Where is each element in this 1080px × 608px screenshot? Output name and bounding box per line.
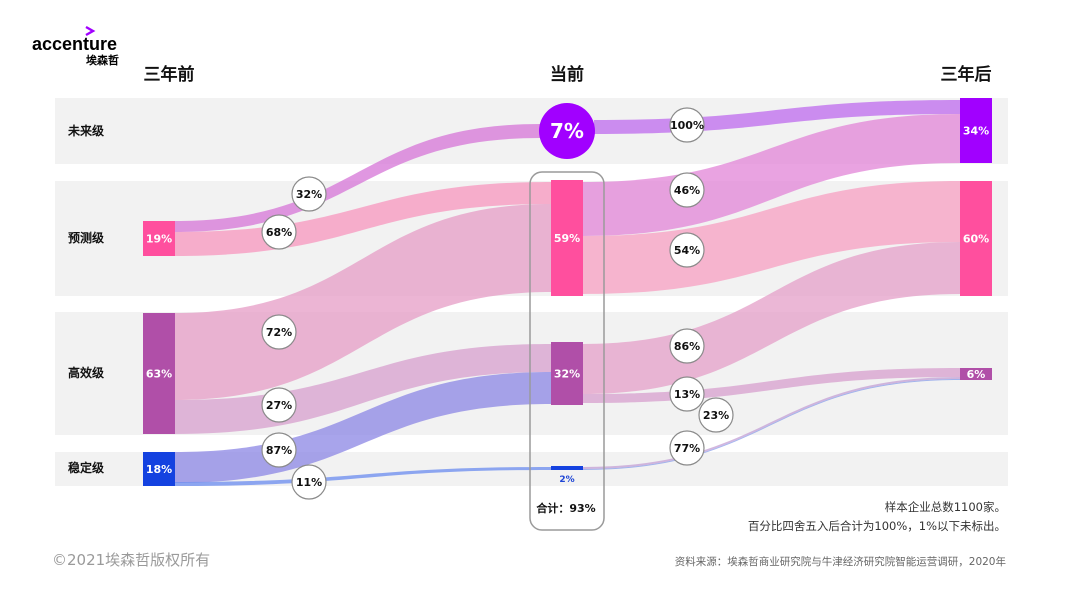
node-past_stable — [143, 452, 175, 486]
flow-share-label: 54% — [674, 244, 700, 257]
flow-share-label: 13% — [674, 388, 700, 401]
accenture-logo: accenture 埃森哲 — [32, 25, 119, 67]
flow-share-label: 27% — [266, 399, 292, 412]
node-label-past_efficient: 63% — [146, 368, 172, 381]
logo-chevron-icon — [85, 25, 96, 37]
flow-label-circle — [291, 464, 327, 500]
flow-label-circle — [291, 176, 327, 212]
node-label-past_stable: 18% — [146, 463, 172, 476]
flow-share-label: 87% — [266, 444, 292, 457]
row-label-predict: 预测级 — [68, 230, 104, 245]
flow-label-circle — [669, 172, 705, 208]
current-total-label: 合计：93% — [536, 501, 595, 515]
row-label-efficient: 高效级 — [68, 365, 104, 380]
flow-share-label: 11% — [296, 476, 322, 489]
flow-share-label: 32% — [296, 188, 322, 201]
flow-now_stable-to-fut_efficient — [583, 377, 960, 469]
node-label-past_predict: 19% — [146, 233, 172, 246]
flow-label-circle — [698, 397, 734, 433]
node-now_stable — [551, 466, 583, 470]
flow-label-circle — [669, 232, 705, 268]
column-header-now: 当前 — [550, 64, 584, 85]
node-label-now_stable: 2% — [559, 475, 574, 485]
node-fut_predict — [960, 181, 992, 296]
current-total-outline — [529, 171, 605, 531]
node-label-fut_future: 34% — [963, 125, 989, 138]
row-label-stable: 稳定级 — [68, 460, 104, 475]
node-past_efficient — [143, 313, 175, 434]
flow-share-label: 77% — [674, 442, 700, 455]
node-label-fut_predict: 60% — [963, 233, 989, 246]
flow-share-label: 72% — [266, 326, 292, 339]
nodes-layer: 19% 63% 18% 7% 59% 32% 2% 34% 60% 6% — [143, 98, 992, 486]
column-header-future: 三年后 — [941, 64, 992, 85]
flow-labels-layer: 32% 68% 72% 27% 87% 11% 100% 46% 54% 86% 13%23% 77% — [261, 107, 734, 500]
logo-wordmark: accenture — [32, 34, 117, 54]
node-now_predict — [551, 180, 583, 296]
row-label-future: 未来级 — [67, 123, 104, 138]
logo-chinese: 埃森哲 — [86, 53, 119, 67]
flow-past_efficient-to-now_predict — [175, 204, 551, 400]
node-fut_future — [960, 98, 992, 163]
copyright-text: ©2021埃森哲版权所有 — [52, 551, 210, 569]
flow-share-label: 86% — [674, 340, 700, 353]
flow-share-label: 68% — [266, 226, 292, 239]
flow-label-circle — [261, 432, 297, 468]
flow-label-circle — [669, 107, 705, 143]
flow-share-label: 100% — [670, 119, 704, 132]
flow-share-label: 46% — [674, 184, 700, 197]
node-fut_efficient — [960, 368, 992, 380]
node-label-now_efficient: 32% — [554, 368, 580, 381]
flow-label-circle — [669, 328, 705, 364]
node-label-fut_efficient: 6% — [967, 368, 986, 381]
source-note: 资料来源：埃森哲商业研究院与牛津经济研究院智能运营调研，2020年 — [675, 555, 1006, 568]
column-header-past: 三年前 — [144, 64, 195, 85]
rounding-note: 百分比四舍五入后合计为100%，1%以下未标出。 — [748, 519, 1006, 533]
node-now_efficient — [551, 342, 583, 405]
flow-label-circle — [261, 214, 297, 250]
flow-label-circle — [669, 376, 705, 412]
flow-now_predict-to-fut_predict — [583, 181, 960, 294]
sample-note: 样本企业总数1100家。 — [885, 500, 1006, 514]
flow-now_predict-to-fut_future — [583, 114, 960, 236]
node-now_future — [539, 103, 595, 159]
flow-label-circle — [669, 430, 705, 466]
node-label-now_future: 7% — [550, 119, 584, 143]
node-label-now_predict: 59% — [554, 232, 580, 245]
flow-share-label: 23% — [703, 409, 729, 422]
flow-label-circle — [261, 314, 297, 350]
flow-past_predict-to-now_future — [175, 124, 540, 232]
flow-now_stable-to-fut_predict — [583, 379, 960, 470]
node-past_predict — [143, 221, 175, 256]
flow-past_stable-to-now_stable — [175, 467, 551, 486]
flow-label-circle — [261, 387, 297, 423]
